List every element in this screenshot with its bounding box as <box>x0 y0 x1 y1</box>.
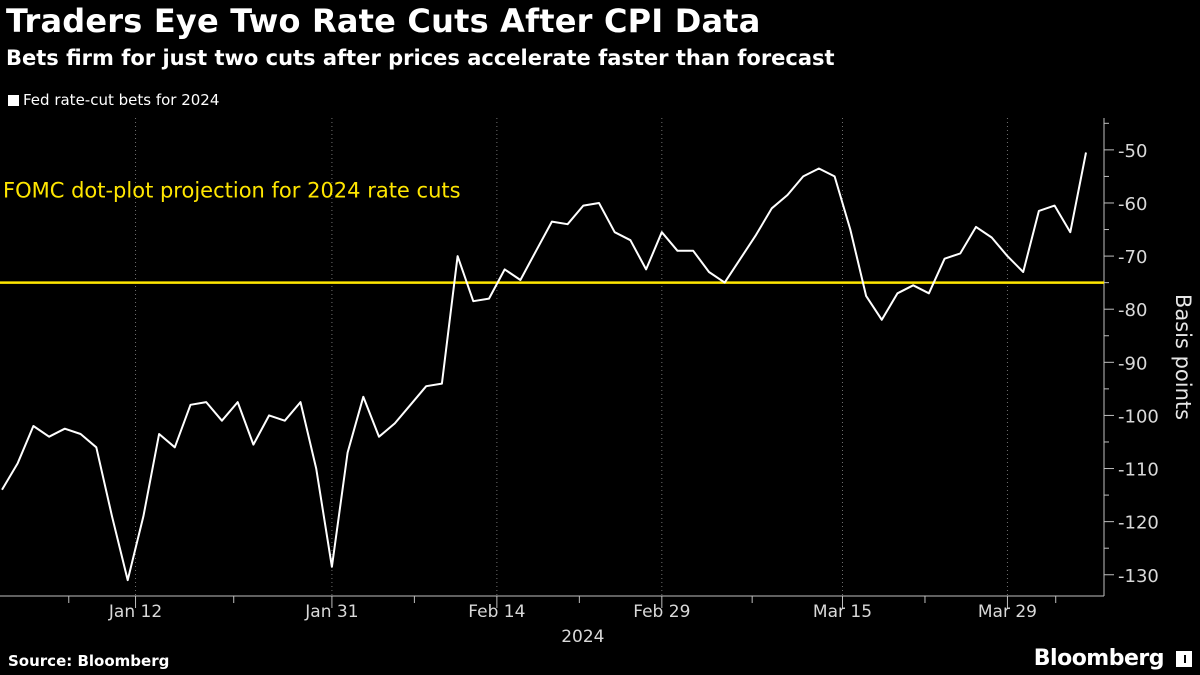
x-tick-label-0: Jan 12 <box>108 602 162 622</box>
x-tick-label-5: Mar 29 <box>978 602 1037 622</box>
y-tick-label-2: -70 <box>1118 247 1147 268</box>
chart-title: Traders Eye Two Rate Cuts After CPI Data <box>6 2 761 40</box>
series-line-fed-rate-cut-bets <box>1 152 1087 582</box>
x-tick-label-2: Feb 14 <box>468 602 525 622</box>
legend: Fed rate-cut bets for 2024 <box>8 91 219 109</box>
y-tick-label-6: -110 <box>1118 460 1159 481</box>
bloomberg-logo: Bloomberg <box>1033 646 1165 671</box>
y-tick-label-7: -120 <box>1118 513 1159 534</box>
legend-label: Fed rate-cut bets for 2024 <box>23 91 220 109</box>
axes <box>0 118 1114 608</box>
y-tick-label-3: -80 <box>1118 300 1147 321</box>
x-tick-label-4: Mar 15 <box>813 602 872 622</box>
y-tick-label-5: -100 <box>1118 406 1159 427</box>
y-tick-label-4: -90 <box>1118 353 1147 374</box>
x-axis-title: 2024 <box>561 627 604 647</box>
y-axis-title: Basis points <box>1171 294 1195 420</box>
legend-swatch <box>8 94 19 106</box>
tick-labels: Jan 12 Jan 31 Feb 14 Feb 29 Mar 15 Mar 29 2024… <box>108 141 1195 647</box>
x-tick-label-1: Jan 31 <box>304 602 358 622</box>
y-tick-label-1: -60 <box>1118 194 1147 215</box>
source-note: Source: Bloomberg <box>8 652 170 670</box>
reference-line-label: FOMC dot-plot projection for 2024 rate c… <box>3 179 461 203</box>
bloomberg-logo-icon <box>1176 651 1192 667</box>
reference-line-group: FOMC dot-plot projection for 2024 rate c… <box>0 179 1104 284</box>
y-tick-label-0: -50 <box>1118 141 1147 162</box>
y-tick-label-8: -130 <box>1118 566 1159 587</box>
chart-subtitle: Bets firm for just two cuts after prices… <box>6 46 835 70</box>
series-group <box>1 152 1087 582</box>
x-tick-label-3: Feb 29 <box>633 602 690 622</box>
